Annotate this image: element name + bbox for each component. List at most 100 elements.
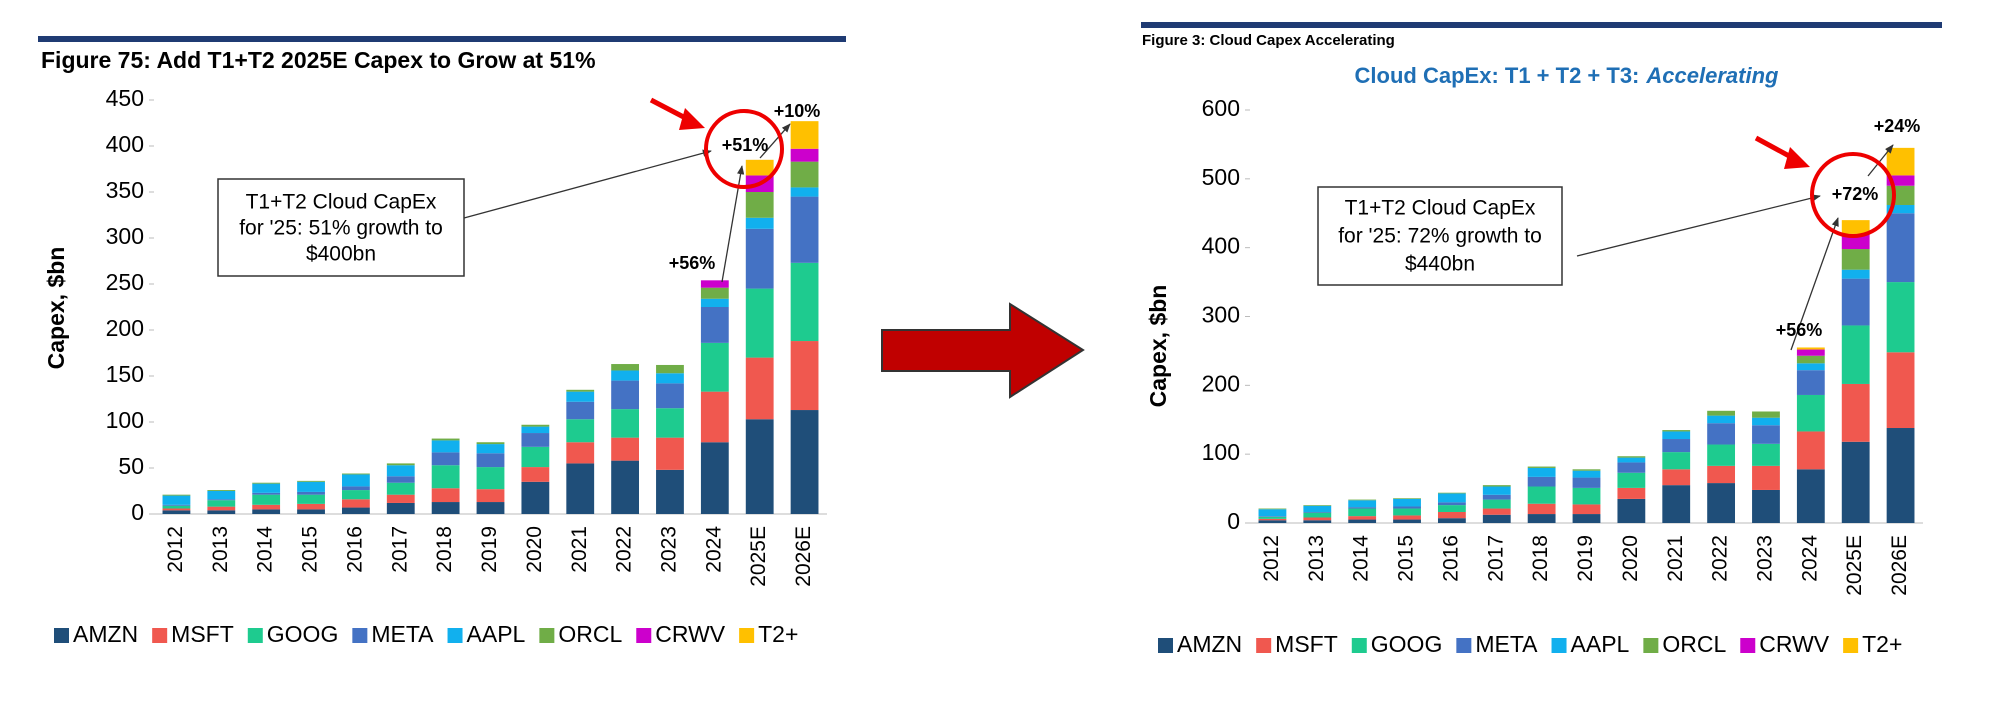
bar-segment	[566, 463, 595, 514]
bar-segment	[252, 492, 281, 495]
bar-segment	[566, 391, 595, 402]
y-tick-label: 200	[106, 315, 144, 341]
bar-segment	[1303, 512, 1332, 518]
callout-arrow	[463, 149, 712, 219]
y-axis-label: Capex, $bn	[1145, 285, 1171, 408]
y-tick-label: 300	[1202, 302, 1240, 328]
growth-label: +24%	[1874, 116, 1921, 136]
legend-label: CRWV	[655, 621, 726, 647]
y-axis-label: Capex, $bn	[43, 247, 69, 370]
x-tick-label: 2021	[1664, 535, 1687, 582]
x-tick-label: 2026E	[1888, 535, 1911, 596]
legend-swatch	[1158, 638, 1173, 653]
bar-segment	[745, 357, 774, 420]
x-tick-label: 2016	[343, 526, 366, 573]
legend-label: GOOG	[1371, 631, 1443, 657]
bar-segment	[656, 364, 684, 374]
x-tick-label: 2025E	[747, 526, 770, 587]
highlight-circle	[704, 109, 784, 189]
bar-segment	[297, 503, 325, 510]
bar-segment	[1796, 469, 1825, 523]
legend-swatch	[636, 628, 652, 643]
legend-swatch	[1740, 638, 1756, 653]
bar-segment	[1348, 507, 1377, 509]
bar-segment	[790, 262, 819, 342]
bar-segment	[1258, 520, 1287, 523]
x-tick-label: 2012	[164, 526, 187, 573]
x-tick-label: 2019	[478, 526, 501, 573]
bar-segment	[1617, 457, 1646, 463]
bar-segment	[700, 391, 729, 443]
bar-segment	[1841, 269, 1870, 279]
bar-segment	[656, 408, 684, 438]
bar-segment	[386, 463, 415, 466]
bar-segment	[1572, 487, 1601, 505]
bar-segment	[1796, 363, 1825, 371]
bar-segment	[162, 494, 191, 496]
growth-label: +10%	[774, 101, 821, 121]
callout-text: $440bn	[1405, 253, 1475, 276]
bar-segment	[1348, 516, 1377, 520]
x-tick-label: 2015	[1395, 535, 1418, 582]
y-tick-label: 400	[1202, 233, 1240, 259]
bar-segment	[611, 409, 640, 438]
bar-segment	[476, 444, 505, 454]
bar-segment	[1348, 519, 1377, 523]
bar-segment	[1303, 505, 1332, 512]
bar-segment	[1527, 467, 1556, 477]
bar-segment	[1796, 394, 1825, 432]
legend-swatch	[1643, 638, 1659, 653]
bar-segment	[700, 287, 729, 299]
bar-segment	[1437, 502, 1466, 506]
bar-segment	[1393, 508, 1421, 516]
bar-segment	[386, 465, 415, 477]
bar-segment	[566, 419, 595, 443]
bar-segment	[611, 364, 640, 371]
bar-segment	[1437, 492, 1466, 494]
legend-swatch	[352, 628, 368, 643]
bar-segment	[656, 437, 684, 470]
bar-segment	[341, 507, 370, 514]
bar-segment	[341, 490, 370, 500]
bar-segment	[431, 488, 460, 503]
bar-segment	[1886, 282, 1915, 353]
bar-segment	[1707, 465, 1736, 484]
bar-segment	[566, 389, 595, 392]
bar-segment	[1662, 485, 1691, 523]
chart-title-part: Cloud CapEx: T1 + T2 + T3:	[1355, 63, 1640, 88]
bar-segment	[1258, 518, 1287, 521]
legend-label: MSFT	[171, 621, 234, 647]
bar-segment	[1437, 518, 1466, 523]
legend-swatch	[1551, 638, 1567, 653]
y-tick-label: 0	[131, 499, 144, 525]
bar-segment	[745, 288, 774, 358]
bar-segment	[1482, 508, 1511, 515]
bar-segment	[656, 383, 684, 409]
legend-swatch	[1843, 638, 1859, 653]
bar-segment	[1886, 352, 1915, 429]
bar-segment	[1258, 508, 1287, 510]
callout-arrow	[1576, 194, 1821, 257]
header-bar	[38, 36, 846, 42]
x-tick-label: 2021	[568, 526, 591, 573]
bar-segment	[1303, 517, 1332, 521]
bar-segment	[1662, 430, 1691, 432]
legend-swatch	[1456, 638, 1472, 653]
bar-segment	[297, 494, 325, 504]
y-tick-label: 100	[1202, 439, 1240, 465]
bar-segment	[790, 410, 819, 514]
y-tick-label: 350	[106, 177, 144, 203]
y-tick-label: 600	[1202, 95, 1240, 121]
bar-segment	[1303, 520, 1332, 523]
bar-segment	[1572, 477, 1601, 488]
x-tick-label: 2025E	[1843, 535, 1866, 596]
x-tick-label: 2020	[1619, 535, 1642, 582]
bar-segment	[1752, 465, 1780, 490]
bar-segment	[1707, 483, 1736, 523]
bar-segment	[566, 442, 595, 464]
growth-arrow	[1867, 144, 1894, 177]
bar-segment	[1303, 505, 1332, 506]
bar-segment	[700, 342, 729, 392]
callout-text: for '25: 72% growth to	[1338, 225, 1542, 248]
bar-segment	[1527, 514, 1556, 523]
